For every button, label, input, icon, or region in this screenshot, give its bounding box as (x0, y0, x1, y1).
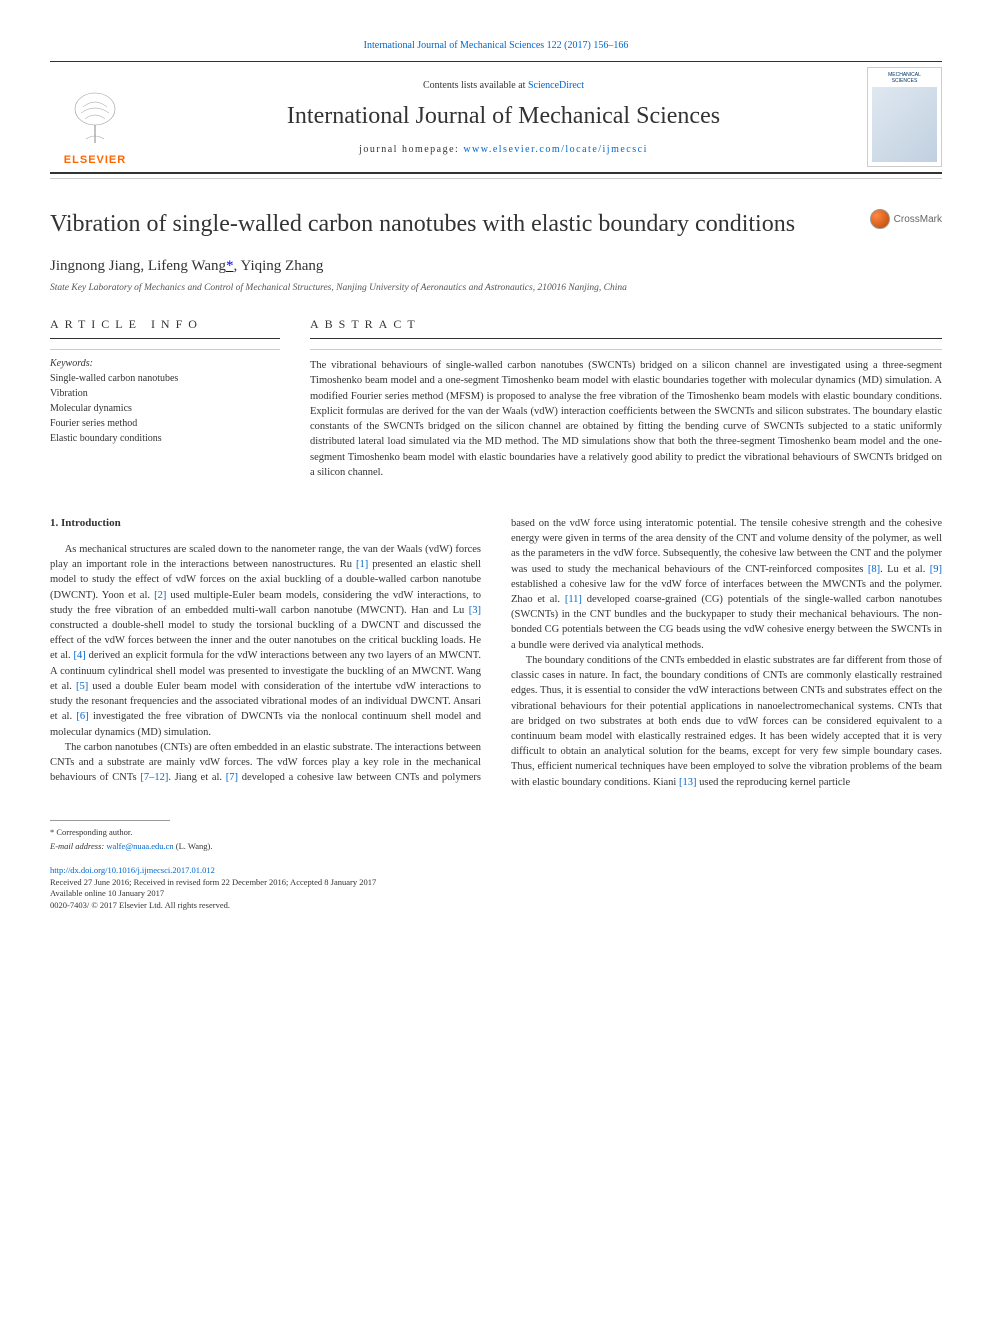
article-title: Vibration of single-walled carbon nanotu… (50, 209, 795, 240)
author-2-corresponding: Lifeng Wang (148, 258, 226, 274)
article-info-heading: ARTICLE INFO (50, 317, 280, 339)
copyright-line: 0020-7403/ © 2017 Elsevier Ltd. All righ… (50, 900, 230, 910)
abstract-column: ABSTRACT The vibrational behaviours of s… (310, 317, 942, 480)
keyword-item: Molecular dynamics (50, 401, 280, 416)
corresponding-marker[interactable]: * (226, 258, 234, 274)
body-paragraph: As mechanical structures are scaled down… (50, 542, 481, 740)
journal-cover-thumbnail: MECHANICAL SCIENCES (867, 67, 942, 167)
crossmark-label: CrossMark (894, 214, 942, 225)
title-row: Vibration of single-walled carbon nanotu… (50, 209, 942, 240)
ref-link[interactable]: [4] (74, 650, 86, 661)
section-1-heading: 1. Introduction (50, 516, 481, 532)
cover-image-placeholder (872, 87, 937, 162)
corresponding-footnote: * Corresponding author. (50, 827, 942, 839)
elsevier-wordmark: ELSEVIER (64, 154, 126, 166)
crossmark-icon (870, 209, 890, 229)
ref-link[interactable]: [9] (930, 564, 942, 575)
keyword-item: Single-walled carbon nanotubes (50, 371, 280, 386)
keyword-item: Fourier series method (50, 416, 280, 431)
history-line: Received 27 June 2016; Received in revis… (50, 877, 376, 887)
homepage-link[interactable]: www.elsevier.com/locate/ijmecsci (463, 144, 648, 155)
doi-link[interactable]: http://dx.doi.org/10.1016/j.ijmecsci.201… (50, 865, 215, 875)
contents-line: Contents lists available at ScienceDirec… (140, 80, 867, 91)
header-center: Contents lists available at ScienceDirec… (140, 68, 867, 167)
email-footnote: E-mail address: walfe@nuaa.edu.cn (L. Wa… (50, 841, 942, 853)
homepage-prefix: journal homepage: (359, 144, 463, 155)
keyword-item: Elastic boundary conditions (50, 431, 280, 446)
elsevier-logo: ELSEVIER (50, 62, 140, 172)
ref-link[interactable]: [6] (76, 711, 88, 722)
info-abstract-row: ARTICLE INFO Keywords: Single-walled car… (50, 317, 942, 480)
cover-title-line2: SCIENCES (872, 78, 937, 84)
body-text: 1. Introduction As mechanical structures… (50, 516, 942, 790)
elsevier-tree-icon (65, 84, 125, 154)
running-citation: International Journal of Mechanical Scie… (50, 40, 942, 51)
journal-header: ELSEVIER Contents lists available at Sci… (50, 61, 942, 174)
homepage-line: journal homepage: www.elsevier.com/locat… (140, 144, 867, 155)
ref-link[interactable]: [1] (356, 559, 368, 570)
ref-link[interactable]: [13] (679, 777, 697, 788)
sciencedirect-link[interactable]: ScienceDirect (528, 80, 584, 91)
ref-link[interactable]: [7–12] (140, 772, 168, 783)
ref-link[interactable]: [3] (469, 605, 481, 616)
keywords-label: Keywords: (50, 349, 280, 369)
footnote-separator (50, 820, 170, 821)
abstract-text: The vibrational behaviours of single-wal… (310, 349, 942, 480)
email-who: (L. Wang). (174, 841, 213, 851)
body-paragraph: The boundary conditions of the CNTs embe… (511, 653, 942, 790)
email-link[interactable]: walfe@nuaa.edu.cn (106, 841, 173, 851)
header-rule (50, 178, 942, 179)
email-label: E-mail address: (50, 841, 106, 851)
online-line: Available online 10 January 2017 (50, 888, 164, 898)
keyword-item: Vibration (50, 386, 280, 401)
authors-line: Jingnong Jiang, Lifeng Wang*, Yiqing Zha… (50, 258, 942, 275)
journal-name: International Journal of Mechanical Scie… (140, 103, 867, 130)
ref-link[interactable]: [5] (76, 681, 88, 692)
ref-link[interactable]: [8] (868, 564, 880, 575)
author-3: Yiqing Zhang (240, 258, 323, 274)
ref-link[interactable]: [2] (154, 590, 166, 601)
crossmark-badge[interactable]: CrossMark (870, 209, 942, 229)
contents-prefix: Contents lists available at (423, 80, 528, 91)
ref-link[interactable]: [11] (565, 594, 582, 605)
affiliation: State Key Laboratory of Mechanics and Co… (50, 283, 942, 293)
article-info-column: ARTICLE INFO Keywords: Single-walled car… (50, 317, 280, 480)
doi-block: http://dx.doi.org/10.1016/j.ijmecsci.201… (50, 865, 942, 913)
abstract-heading: ABSTRACT (310, 317, 942, 339)
author-1: Jingnong Jiang (50, 258, 140, 274)
ref-link[interactable]: [7] (226, 772, 238, 783)
